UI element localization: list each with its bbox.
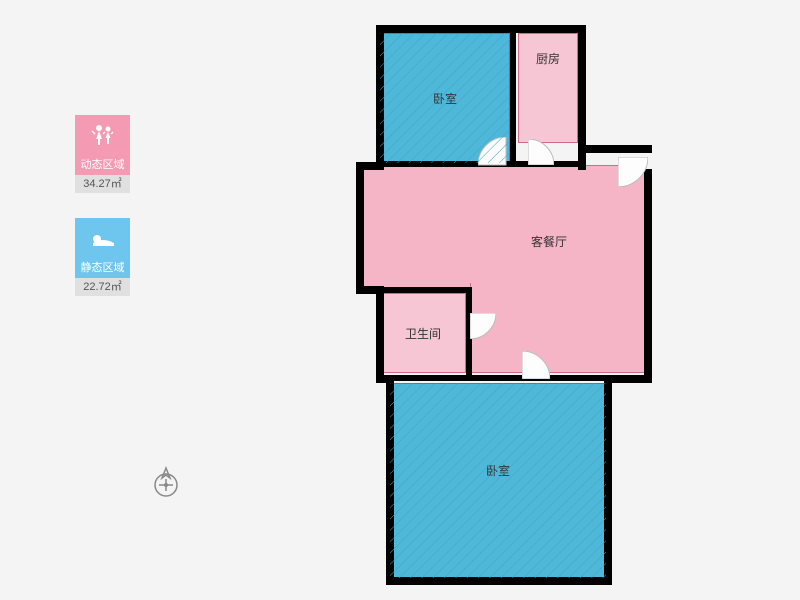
wall [376, 25, 384, 170]
door-arc [528, 139, 554, 165]
legend-static-label: 静态区域 [75, 258, 130, 278]
room-label: 卫生间 [405, 325, 441, 342]
wall [356, 162, 364, 294]
room-label: 卧室 [486, 462, 510, 479]
wall [386, 577, 612, 585]
door-arc [470, 313, 496, 339]
legend-static: 静态区域 22.72㎡ [75, 218, 140, 296]
legend-dynamic-label: 动态区域 [75, 155, 130, 175]
room-label: 卧室 [433, 90, 457, 107]
seam-cover [471, 284, 645, 288]
wall [604, 375, 612, 585]
legend-dynamic: 动态区域 34.27㎡ [75, 115, 140, 193]
door-arc [478, 137, 508, 167]
wall-interior [390, 375, 610, 381]
legend-static-value: 22.72㎡ [75, 278, 130, 296]
wall [386, 375, 394, 585]
wall [644, 162, 652, 383]
compass-icon [149, 465, 183, 504]
legend-panel: 动态区域 34.27㎡ 静态区域 22.72㎡ [75, 115, 140, 321]
sleep-icon [75, 218, 130, 258]
wall [376, 286, 384, 382]
room-label: 厨房 [536, 50, 560, 67]
room-bedroom-bottom: 卧室 [390, 383, 606, 578]
door-arc [618, 157, 648, 187]
wall [376, 25, 586, 33]
room-living-ext [470, 283, 646, 373]
door-arc [522, 351, 550, 379]
people-icon [75, 115, 130, 155]
room-label: 客餐厅 [531, 233, 567, 250]
wall-interior [510, 31, 516, 165]
room-kitchen: 厨房 [518, 33, 578, 143]
room-living: 客餐厅 [362, 165, 646, 287]
legend-dynamic-value: 34.27㎡ [75, 175, 130, 193]
wall [578, 145, 652, 153]
room-bathroom: 卫生间 [380, 293, 466, 373]
floorplan: 卧室 厨房 客餐厅 卫生间 卧室 [350, 25, 680, 585]
wall-interior [362, 287, 470, 293]
